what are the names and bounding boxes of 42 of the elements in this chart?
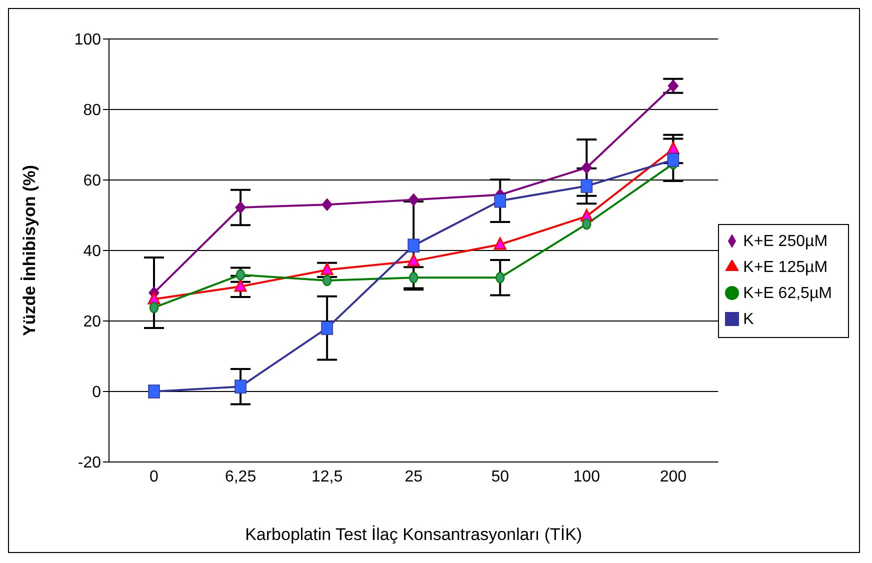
x-tick-label: 50 [491,468,510,486]
point [494,237,506,250]
y-tick-label: 60 [83,172,102,190]
point [582,218,592,230]
legend-label: K+E 125µM [743,258,828,276]
point [494,194,506,208]
point [580,179,593,193]
x-tick-label: 100 [573,468,600,486]
x-tick-label: 25 [404,468,423,486]
point [408,193,420,206]
x-tick-label: 12,5 [311,468,343,486]
x-tick-label: 0 [150,468,159,486]
y-tick-label: 20 [83,314,102,331]
point [408,238,420,252]
y-tick-label: 40 [83,243,102,260]
point [321,321,333,335]
point [149,302,159,314]
x-axis-title: Karboplatin Test İlaç Konsantrasyonları (TİK) [245,525,582,544]
point [581,161,592,174]
x-tick-label: 6,25 [224,468,256,486]
point [148,384,160,398]
legend-label: K+E 62,5µM [743,284,832,302]
point [320,262,334,276]
point [235,200,246,214]
point [236,269,246,280]
point [322,274,332,286]
point [668,79,679,92]
y-tick-label: 100 [74,32,102,49]
point [496,272,505,284]
x-tick-label: 200 [660,468,687,486]
point [408,272,418,284]
y-tick-label: 0 [92,384,102,402]
legend-label: K [743,310,754,328]
point [322,198,333,212]
y-axis-title: Yüzde İnhibisyon (%) [20,165,40,336]
y-tick-label: 80 [83,102,102,120]
point [234,380,246,394]
point [667,153,680,167]
y-tick-label: -20 [78,454,102,472]
legend-label: K+E 250µM [743,232,828,250]
point [407,254,420,266]
point [234,279,247,292]
